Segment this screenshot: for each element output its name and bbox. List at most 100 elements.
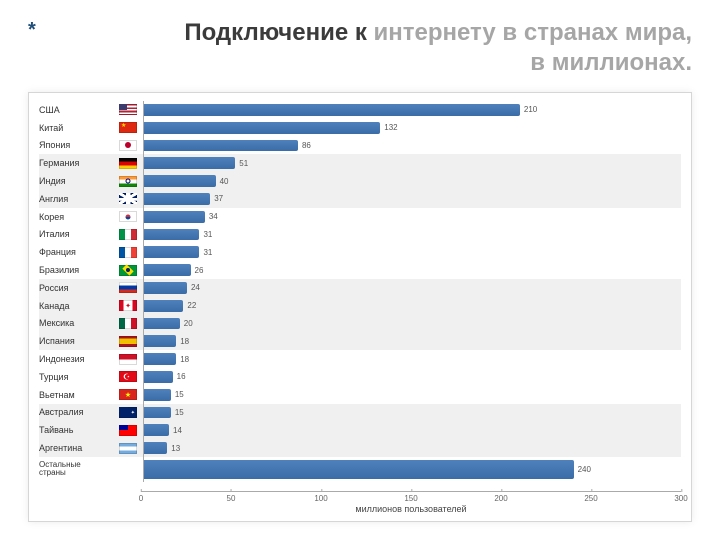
bar [144, 229, 199, 241]
flag-icon: ✦ [119, 300, 137, 311]
bar [144, 300, 183, 312]
bar [144, 353, 176, 365]
chart-row: Тайвань 14 [39, 421, 681, 439]
bar-value: 22 [183, 297, 196, 315]
row-label: Австралия [39, 407, 119, 417]
chart-row: Япония86 [39, 137, 681, 155]
flag-icon [119, 265, 137, 276]
row-label: Китай [39, 123, 119, 133]
flag-icon [119, 318, 137, 329]
bar-value: 15 [171, 386, 184, 404]
row-label: Вьетнам [39, 390, 119, 400]
bar [144, 193, 210, 205]
chart-row: Англия 37 [39, 190, 681, 208]
bar-value: 16 [173, 368, 186, 386]
bar [144, 407, 171, 419]
bar-value: 31 [199, 226, 212, 244]
row-label: Канада [39, 301, 119, 311]
bar-track: 132 [143, 119, 681, 137]
bar-value: 14 [169, 421, 182, 439]
row-label: Бразилия [39, 265, 119, 275]
bar [144, 371, 173, 383]
bar-track: 14 [143, 421, 681, 439]
chart-row: Аргентина13 [39, 439, 681, 457]
bar-track: 40 [143, 172, 681, 190]
bar-value: 132 [380, 119, 397, 137]
bar [144, 282, 187, 294]
row-label: Аргентина [39, 443, 119, 453]
row-label: Англия [39, 194, 119, 204]
bar [144, 246, 199, 258]
bar-track: 31 [143, 243, 681, 261]
chart-row: Турция☪ 16 [39, 368, 681, 386]
bar [144, 211, 205, 223]
chart-row: Вьетнам★ 15 [39, 386, 681, 404]
row-label: Франция [39, 247, 119, 257]
bar-track: 240 [143, 457, 681, 482]
flag-icon [119, 176, 137, 187]
flag-icon [119, 229, 137, 240]
bar-value: 26 [191, 261, 204, 279]
row-label: Германия [39, 158, 119, 168]
row-label: Турция [39, 372, 119, 382]
flag-icon [119, 211, 137, 222]
axis-tick: 300 [674, 492, 687, 503]
flag-icon [119, 464, 137, 475]
chart-row: Австралия✦15 [39, 404, 681, 422]
bar [144, 424, 169, 436]
chart-row: США 210 [39, 101, 681, 119]
asterisk-icon: * [28, 20, 36, 40]
slide-title: Подключение к интернету в странах мира, … [46, 18, 692, 78]
axis-tick: 0 [139, 492, 143, 503]
bar-value: 24 [187, 279, 200, 297]
chart-row: Бразилия 26 [39, 261, 681, 279]
bar-track: 18 [143, 332, 681, 350]
axis-tick: 150 [404, 492, 417, 503]
bar [144, 335, 176, 347]
bar-value: 18 [176, 332, 189, 350]
flag-icon [119, 425, 137, 436]
bar-value: 51 [235, 154, 248, 172]
bar-track: 37 [143, 190, 681, 208]
row-label: Мексика [39, 318, 119, 328]
chart-row: Италия31 [39, 226, 681, 244]
bar-track: 16 [143, 368, 681, 386]
bar [144, 318, 180, 330]
chart-card: США210Китай★132Япония86Германия51Индия40… [28, 92, 692, 522]
axis-tick: 100 [314, 492, 327, 503]
bar-track: 31 [143, 226, 681, 244]
row-label: Тайвань [39, 425, 119, 435]
chart-row: Испания 18 [39, 332, 681, 350]
flag-icon: ★ [119, 389, 137, 400]
flag-icon: ☪ [119, 371, 137, 382]
bar [144, 264, 191, 276]
axis-label: миллионов пользователей [141, 504, 681, 514]
bar-track: 26 [143, 261, 681, 279]
chart-row: Россия 24 [39, 279, 681, 297]
bar-value: 34 [205, 208, 218, 226]
bar-value: 15 [171, 404, 184, 422]
chart-row: Китай★132 [39, 119, 681, 137]
row-label: США [39, 105, 119, 115]
title-row: * Подключение к интернету в странах мира… [28, 18, 692, 78]
flag-icon [119, 443, 137, 454]
flag-icon [119, 140, 137, 151]
chart-row: Канада✦ 22 [39, 297, 681, 315]
bar-value: 18 [176, 350, 189, 368]
bar-track: 22 [143, 297, 681, 315]
row-label: Россия [39, 283, 119, 293]
bar-value: 210 [520, 101, 537, 119]
flag-icon [119, 193, 137, 204]
flag-icon [119, 336, 137, 347]
chart-row: Франция 31 [39, 243, 681, 261]
row-label: Испания [39, 336, 119, 346]
row-label: Япония [39, 140, 119, 150]
flag-icon [119, 104, 137, 115]
bar [144, 104, 520, 116]
bar-value: 240 [574, 457, 591, 482]
axis-tick: 50 [227, 492, 236, 503]
slide: * Подключение к интернету в странах мира… [0, 0, 720, 540]
chart-row: Индонезия18 [39, 350, 681, 368]
bar-value: 40 [216, 172, 229, 190]
row-label: Остальныестраны [39, 461, 119, 477]
